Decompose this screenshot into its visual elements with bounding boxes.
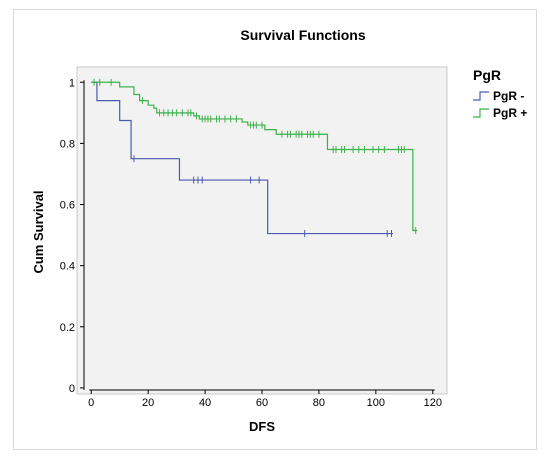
- x-tick-label: 0: [88, 397, 94, 409]
- plot-area: [76, 66, 448, 395]
- axes: 0 0.2 0.4 0.6 0.8 1 0 20 40 60 80 100 120: [60, 77, 442, 409]
- y-tick-label: 0.2: [60, 322, 75, 334]
- x-axis-label: DFS: [249, 419, 275, 434]
- legend: PgR PgR - PgR +: [473, 67, 527, 120]
- y-axis-label: Cum Survival: [31, 190, 46, 273]
- y-tick-label: 1: [69, 77, 75, 89]
- series-line-pgrneg: [91, 81, 393, 235]
- legend-title: PgR: [473, 67, 501, 83]
- y-tick-label: 0.8: [60, 138, 75, 150]
- legend-swatch-pgrpos: [473, 108, 489, 118]
- series-layer: [91, 78, 418, 238]
- legend-swatch-pgrneg: [473, 91, 489, 101]
- legend-label-pgrpos: PgR +: [493, 106, 527, 120]
- x-tick-label: 80: [313, 397, 325, 409]
- legend-label-pgrneg: PgR -: [493, 89, 524, 103]
- x-tick-label: 120: [424, 397, 442, 409]
- x-tick-label: 60: [256, 397, 268, 409]
- x-tick-label: 40: [199, 397, 211, 409]
- y-tick-label: 0.6: [60, 200, 75, 212]
- chart-title: Survival Functions: [240, 27, 365, 43]
- y-tick-label: 0: [69, 383, 75, 395]
- x-tick-label: 20: [142, 397, 154, 409]
- x-tick-label: 100: [367, 397, 385, 409]
- y-tick-label: 0.4: [60, 261, 75, 273]
